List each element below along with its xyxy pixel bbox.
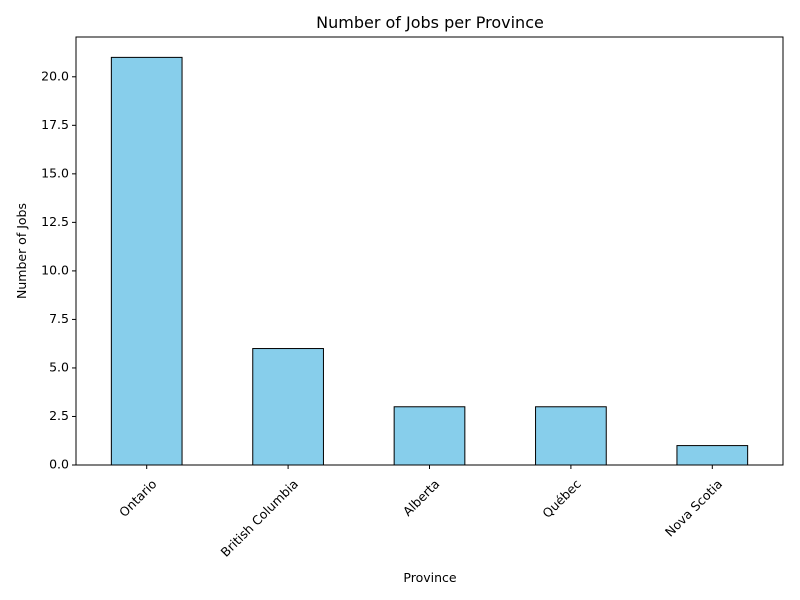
bar-nova-scotia xyxy=(676,445,749,466)
y-tick-label: 2.5 xyxy=(49,408,69,423)
y-tick-label: 10.0 xyxy=(41,262,69,277)
y-tick-label: 15.0 xyxy=(41,165,69,180)
y-tick-label: 17.5 xyxy=(41,117,69,132)
y-axis-ticks: 0.0 2.5 5.0 7.5 10.0 12.5 15.0 17.5 20.0 xyxy=(41,68,76,472)
y-tick-label: 20.0 xyxy=(41,68,69,83)
bar-quebec xyxy=(535,406,607,466)
bar-ontario xyxy=(110,56,183,466)
plot-frame xyxy=(75,36,784,466)
bar-alberta xyxy=(393,406,466,466)
bars-group xyxy=(110,56,749,466)
y-axis-label: Number of Jobs xyxy=(14,203,29,299)
bar-british-columbia xyxy=(252,348,324,466)
chart-title: Number of Jobs per Province xyxy=(316,13,544,32)
y-tick-label: 7.5 xyxy=(49,311,69,326)
y-tick-label: 12.5 xyxy=(41,214,69,229)
x-axis-label: Province xyxy=(403,570,456,585)
y-tick-label: 5.0 xyxy=(49,359,69,374)
y-tick-label: 0.0 xyxy=(49,457,69,472)
plot-area xyxy=(76,37,783,465)
